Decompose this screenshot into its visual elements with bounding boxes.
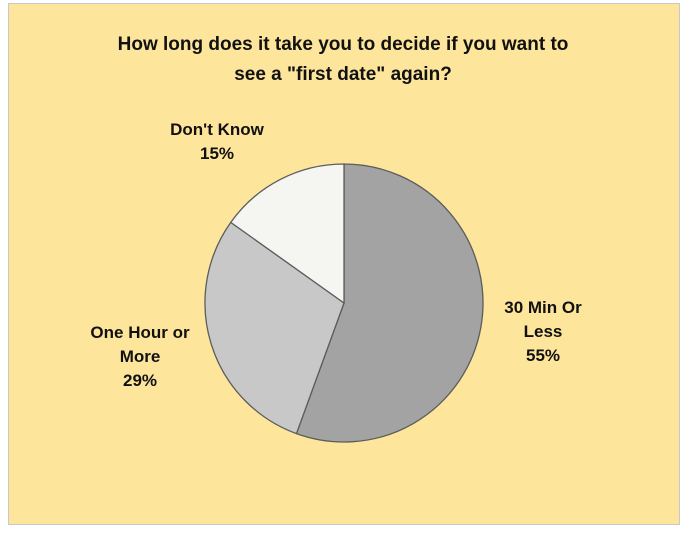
slice-label-one-hour-or-more-line-2: More [119,347,161,366]
slice-label-one-hour-or-more-line-1: One Hour or [90,323,190,342]
pie-slice-30-min-or-less [295,163,484,443]
chart-title-line-1: How long does it take you to decide if y… [117,34,569,55]
slice-value-dont-know: 15% [199,144,235,163]
chart-title-line-2: see a "first date" again? [234,64,452,85]
pie-slices [204,163,484,443]
chart-title: How long does it take you to decide if y… [0,30,686,90]
slice-label-dont-know: Don't Know 15% [152,118,282,166]
slice-label-30-min-or-less-line-1: 30 Min Or [504,298,582,317]
pie-slice-don-t-know [230,163,345,304]
slice-value-30-min-or-less: 55% [525,346,561,365]
slice-label-dont-know-line-1: Don't Know [170,120,264,139]
pie-slice-one-hour-or-more [204,221,345,435]
slice-label-30-min-or-less-line-2: Less [523,322,563,341]
slice-label-one-hour-or-more: One Hour or More 29% [70,321,210,393]
slice-value-one-hour-or-more: 29% [122,371,158,390]
slice-label-30-min-or-less: 30 Min Or Less 55% [488,296,598,368]
